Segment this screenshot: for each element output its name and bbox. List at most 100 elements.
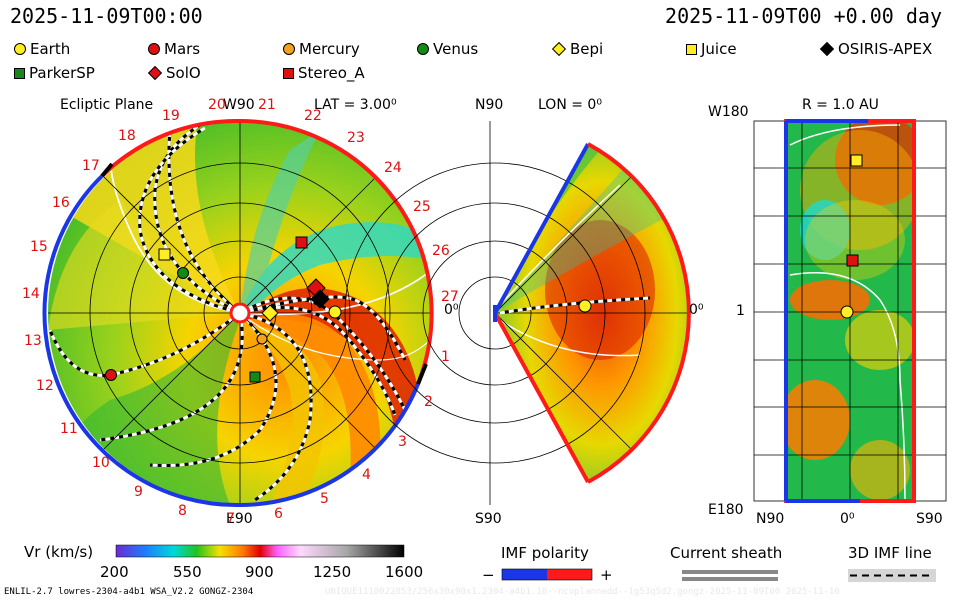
colorbar-tick: 550 [173,563,202,581]
legend-label: Mars [164,40,201,58]
carrington-tick: 11 [60,421,78,437]
ecliptic-top-label: W90 [223,97,255,113]
ecliptic-bottom-label: E90 [226,511,253,527]
imf-polarity-positive [547,569,592,580]
carrington-tick: 24 [384,160,402,176]
imf-polarity-label: IMF polarity [501,544,589,562]
juice-marker-icon [686,43,697,55]
run-watermark: UNIQUE1110022853/256x30x90x1.2304-a4b1.1… [325,587,840,597]
parkersp-marker-icon [14,67,25,79]
meridional-top-label: N90 [475,97,504,113]
carrington-tick: 17 [82,158,100,174]
carrington-tick: 8 [178,503,187,519]
colorbar-tick: 1600 [385,563,424,581]
legend-solo: SolO [147,64,201,82]
colorbar-tick: 900 [245,563,274,581]
legend-label: OSIRIS-APEX [838,40,933,58]
timestamp-left: 2025-11-09T00:00 [10,4,203,28]
legend-label: Stereo_A [298,64,365,82]
imf-polarity-negative [502,569,547,580]
longitude-label: LON = 0⁰ [538,97,602,113]
carrington-tick: 16 [52,195,70,211]
carrington-tick: 6 [274,506,283,522]
legend-label: Earth [30,40,71,58]
legend-label: ParkerSP [29,64,95,82]
colorbar [115,544,405,558]
imf-minus-label: − [482,566,495,584]
ecliptic-panel [42,118,434,508]
imf-plus-label: + [600,566,613,584]
carrington-tick: 12 [36,378,54,394]
legend-osiris-apex: OSIRIS-APEX [819,40,933,58]
meridional-bottom-label: S90 [475,511,502,527]
legend-label: SolO [166,64,201,82]
earth-marker-radial [840,305,854,319]
imf-line-label: 3D IMF line [848,544,932,562]
legend-bepi: Bepi [551,40,604,58]
legend-label: Juice [701,40,737,58]
carrington-tick: 10 [92,455,110,471]
legend-label: Venus [433,40,479,58]
radial-x-label-s90: S90 [916,511,943,527]
carrington-tick: 9 [134,484,143,500]
stereo-a-marker-radial [846,254,859,267]
carrington-tick: 25 [413,199,431,215]
timestamp-right: 2025-11-09T00 +0.00 day [665,4,942,28]
colorbar-tick: 1250 [313,563,352,581]
radial-title: R = 1.0 AU [802,97,879,113]
carrington-tick: 7 [226,511,235,527]
radial-x-label-0: 0⁰ [840,511,855,527]
mars-marker-icon [148,43,160,55]
mercury-marker [256,333,268,345]
carrington-tick: 18 [118,128,136,144]
parkersp-marker [249,371,261,383]
legend-venus: Venus [417,40,478,58]
radial-x-label-n90: N90 [756,511,785,527]
carrington-tick: 4 [362,467,371,483]
legend-earth: Earth [14,40,70,58]
radial-panel [753,119,947,503]
carrington-tick: 14 [22,286,40,302]
earth-marker [328,305,342,319]
bepi-marker [261,304,279,322]
legend-mercury: Mercury [283,40,360,58]
carrington-tick: 1 [441,349,450,365]
radial-top-left-label: W180 [708,104,749,120]
colorbar-tick: 200 [100,563,129,581]
ecliptic-right-label: 0⁰ [444,302,459,318]
ecliptic-title: Ecliptic Plane [60,97,154,113]
radial-bottom-left-label: E180 [708,502,744,518]
stereo-a-marker [295,236,308,249]
legend-juice: Juice [686,40,737,58]
carrington-tick: 22 [304,108,322,124]
venus-marker-icon [417,43,429,55]
legend-label: Bepi [570,40,604,58]
osiris-apex-marker [310,289,330,309]
colorbar-label: Vr (km/s) [24,543,94,561]
mercury-marker-icon [283,43,295,55]
carrington-tick: 15 [30,239,48,255]
earth-marker-meridional [578,299,592,313]
carrington-tick: 27 [441,289,459,305]
venus-marker [177,267,189,279]
stereo-a-marker-icon [283,67,294,79]
legend-stereo-a: Stereo_A [283,64,365,82]
meridional-right-label: 0⁰ [689,302,704,318]
model-footer: ENLIL-2.7 lowres-2304-a4b1 WSA_V2.2 GONG… [4,587,254,597]
juice-marker [158,248,171,261]
current-sheath-label: Current sheath [670,544,783,562]
legend-mars: Mars [148,40,200,58]
carrington-tick: 26 [432,243,450,259]
carrington-tick: 21 [258,97,276,113]
carrington-tick: 20 [208,97,226,113]
carrington-tick: 5 [320,491,329,507]
carrington-tick: 19 [162,108,180,124]
radial-mid-label: 1 [736,303,745,319]
mars-marker [105,369,117,381]
juice-marker-radial [850,154,863,167]
carrington-tick: 3 [398,434,407,450]
carrington-tick: 13 [24,333,42,349]
earth-marker-icon [14,43,26,55]
carrington-tick: 23 [347,130,365,146]
